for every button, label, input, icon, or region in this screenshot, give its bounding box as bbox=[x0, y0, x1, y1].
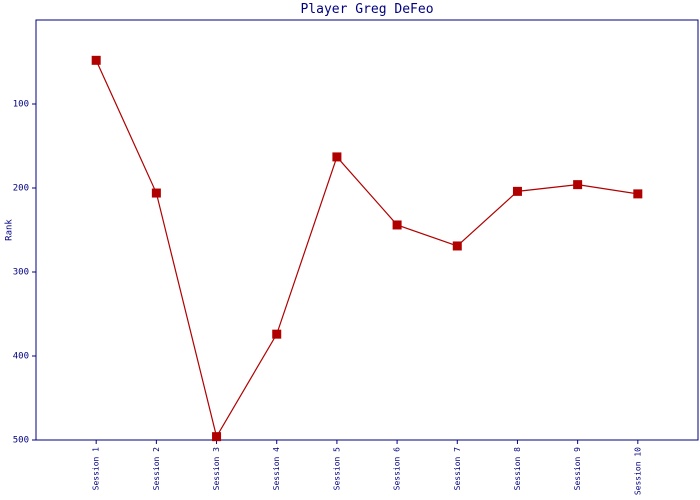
point-marker bbox=[392, 220, 402, 230]
chart-title: Player Greg DeFeo bbox=[300, 2, 433, 17]
y-tick-label: 200 bbox=[13, 184, 29, 194]
point-marker bbox=[91, 55, 101, 65]
x-tick-label: Session 9 bbox=[573, 447, 582, 491]
x-tick-label: Session 4 bbox=[272, 447, 281, 491]
point-marker bbox=[151, 188, 161, 198]
point-marker bbox=[452, 241, 462, 251]
point-marker bbox=[332, 152, 342, 162]
x-tick-label: Session 7 bbox=[453, 447, 462, 491]
x-tick-label: Session 2 bbox=[152, 447, 161, 491]
point-marker bbox=[512, 186, 522, 196]
x-tick-label: Session 8 bbox=[513, 447, 522, 491]
x-tick-label: Session 1 bbox=[92, 447, 101, 491]
point-marker bbox=[633, 189, 643, 199]
x-tick-label: Session 3 bbox=[212, 447, 221, 491]
point-marker bbox=[212, 432, 222, 442]
y-tick-label: 500 bbox=[13, 436, 29, 446]
y-tick-label: 300 bbox=[13, 268, 29, 278]
y-axis-label: Rank bbox=[5, 219, 15, 241]
plot-frame bbox=[35, 19, 699, 441]
x-tick-label: Session 6 bbox=[393, 447, 402, 491]
x-tick-label: Session 10 bbox=[633, 447, 642, 495]
y-tick-label: 400 bbox=[13, 352, 29, 362]
x-tick-label: Session 5 bbox=[332, 447, 341, 491]
point-marker bbox=[272, 329, 282, 339]
series-line bbox=[95, 60, 638, 439]
y-tick-label: 100 bbox=[13, 100, 29, 110]
point-marker bbox=[573, 180, 583, 190]
